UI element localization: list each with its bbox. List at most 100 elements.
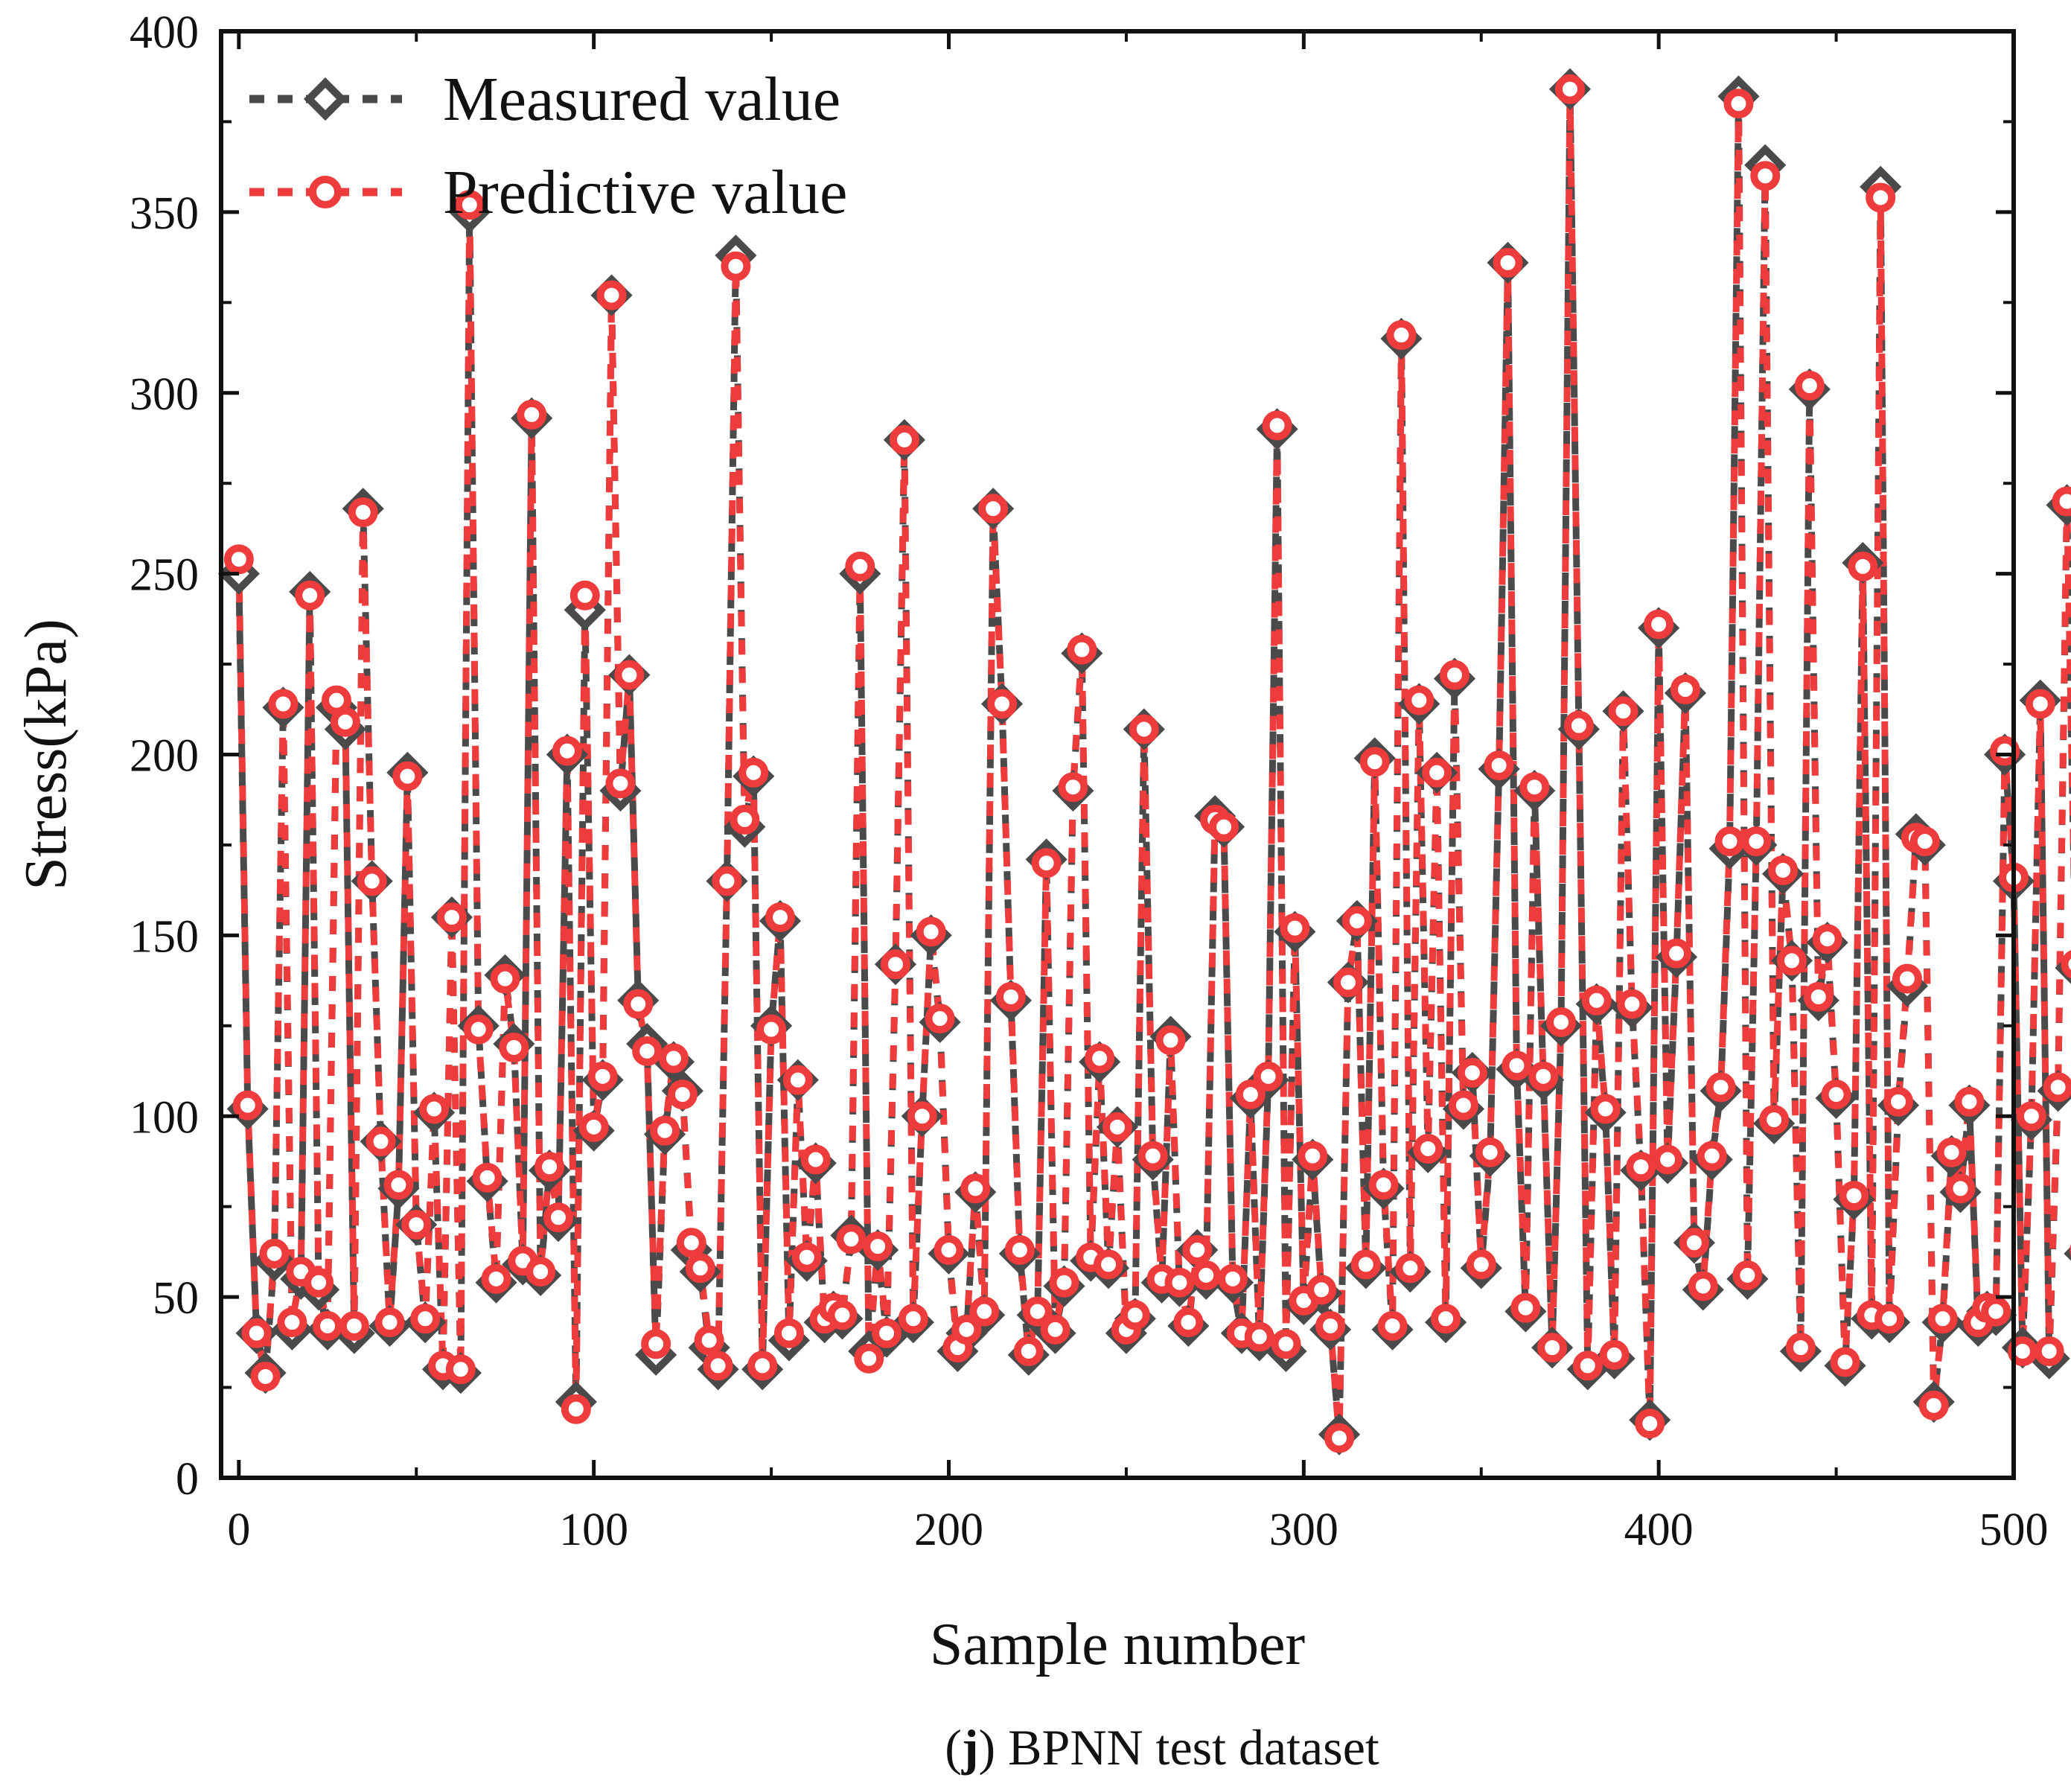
predictive-point <box>827 1300 858 1330</box>
predictive-point <box>1031 848 1062 879</box>
y-tick-label: 50 <box>153 1273 199 1324</box>
predictive-point <box>1812 924 1842 954</box>
predictive-point <box>969 1296 1000 1327</box>
predictive-point <box>1741 826 1772 857</box>
predictive-point <box>1431 1304 1461 1334</box>
predictive-point <box>1883 1086 1914 1117</box>
predictive-point <box>339 1310 369 1341</box>
predictive-point <box>268 689 299 719</box>
caption-prefix: ( <box>945 1719 962 1776</box>
predictive-point <box>1137 1141 1168 1171</box>
predictive-point <box>1590 1094 1621 1124</box>
axis-tick-labels: 0 100 200 300 400 500 0 50 100 150 200 250 300 350 400 <box>130 7 2049 1555</box>
predictive-point <box>1990 736 2020 766</box>
predictive-point <box>1732 1260 1763 1290</box>
predictive-point <box>419 1094 450 1124</box>
predictive-point <box>1395 1253 1426 1284</box>
predictive-point <box>401 1209 432 1240</box>
predictive-point <box>960 1173 991 1204</box>
predictive-point <box>348 497 378 528</box>
predictive-point <box>277 1307 307 1338</box>
predictive-point <box>1067 634 1097 665</box>
figure-caption: (j) BPNN test dataset <box>945 1719 1379 1776</box>
y-tick-label: 150 <box>130 911 199 962</box>
predictive-point <box>1892 963 1922 994</box>
predictive-point <box>1635 1409 1665 1439</box>
legend: Measured value Predictive value <box>249 65 847 227</box>
predictive-point <box>552 736 582 766</box>
predictive-point <box>880 949 910 980</box>
predictive-point <box>1448 1090 1478 1120</box>
predictive-point <box>587 1061 618 1091</box>
predictive-point <box>1617 989 1647 1019</box>
predictive-point <box>1821 1080 1851 1110</box>
predictive-point <box>472 1162 502 1193</box>
predictive-point <box>836 1224 867 1254</box>
caption-letter: j <box>961 1719 979 1776</box>
predictive-point <box>730 804 760 835</box>
predictive-point <box>1662 938 1692 969</box>
predictive-point <box>658 1043 689 1074</box>
predictive-point <box>2061 950 2071 979</box>
predictive-point <box>1493 247 1523 278</box>
predictive-point <box>916 916 946 947</box>
predictive-point <box>765 902 796 933</box>
predictive-point <box>1785 1333 1816 1363</box>
measured-legend-marker <box>303 77 348 121</box>
predictive-point <box>782 1065 813 1095</box>
predictive-point <box>1839 1181 1869 1211</box>
measured-legend-label: Measured value <box>443 65 840 134</box>
predictive-point <box>1705 1072 1736 1103</box>
predictive-point <box>357 866 387 896</box>
predictive-point <box>1768 855 1799 885</box>
axis-ticks <box>221 29 2016 1480</box>
predictive-point <box>1554 74 1585 104</box>
predictive-point <box>1714 826 1745 857</box>
predictive-point <box>685 1253 715 1284</box>
y-tick-label: 200 <box>130 731 199 782</box>
predictive-point <box>392 761 423 791</box>
predictive-point <box>517 399 547 430</box>
predictive-point <box>1004 1234 1035 1265</box>
predictive-point <box>1049 1267 1079 1298</box>
predictive-point <box>313 1310 343 1341</box>
predictive-point <box>605 768 636 799</box>
predictive-point <box>1679 1228 1709 1258</box>
predictive-point <box>569 580 600 610</box>
predictive-point <box>1191 1260 1222 1290</box>
predictive-point <box>2025 689 2055 719</box>
predictive-point <box>543 1202 573 1233</box>
predictive-point <box>1803 981 1834 1012</box>
predictive-point <box>1626 1152 1656 1182</box>
predictive-point <box>1909 826 1940 857</box>
caption-text: ) BPNN test dataset <box>979 1719 1379 1776</box>
predictive-point <box>1085 1043 1115 1074</box>
predictive-point <box>1927 1304 1958 1334</box>
predictive-point <box>1306 1275 1337 1305</box>
predictive-point <box>534 1152 565 1182</box>
predictive-point <box>667 1080 698 1110</box>
predictive-point <box>2016 1101 2046 1132</box>
predictive-point <box>1830 1347 1860 1377</box>
predictive-point <box>1182 1234 1213 1265</box>
predictive-point <box>1848 551 1878 581</box>
predictive-point <box>2007 1336 2038 1366</box>
predictive-point <box>330 707 360 737</box>
predictive-point <box>499 1032 529 1062</box>
predictive-point <box>1013 1336 1044 1366</box>
y-tick-label: 250 <box>130 550 199 601</box>
predictive-point <box>925 1004 955 1034</box>
predictive-point <box>1094 1249 1124 1280</box>
predictive-point <box>614 660 645 690</box>
predictive-point <box>1546 1007 1577 1037</box>
predictive-point <box>1776 946 1807 976</box>
predictive-point <box>1918 1390 1949 1420</box>
predictive-point <box>454 190 485 220</box>
predictive-point <box>641 1329 671 1359</box>
predictive-point <box>1155 1025 1186 1056</box>
predictive-point <box>738 757 769 788</box>
predictive-point <box>1608 696 1638 727</box>
predictive-point <box>1794 371 1825 401</box>
y-axis-title: Stress(kPa) <box>13 619 79 890</box>
